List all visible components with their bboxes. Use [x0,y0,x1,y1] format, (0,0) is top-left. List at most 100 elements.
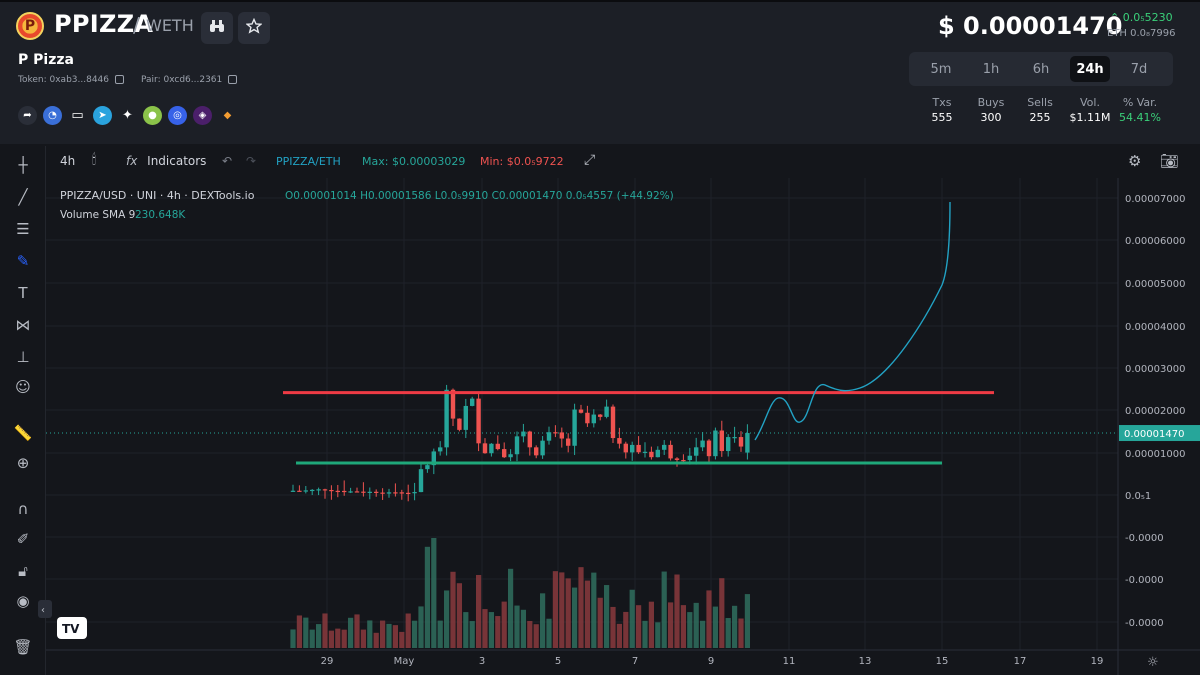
ruler-icon[interactable]: 📏 [13,424,33,442]
telegram-icon[interactable]: ➤ [93,106,112,125]
fx-icon: fx [126,154,138,168]
candle-body [348,491,353,493]
lock-icon[interactable]: 🔓︎ [18,562,28,580]
candle-body [502,449,507,458]
candle-type-icon[interactable]: 🕯︎ [92,152,96,168]
eye-icon[interactable]: ◉ [16,592,30,610]
volume-bar [668,602,674,648]
candle-body [617,438,622,444]
collapse-toolbar-button[interactable]: ‹ [38,600,52,618]
volume-bar [367,620,373,648]
interval-selector[interactable]: 4h [60,154,76,168]
candle-body [559,432,564,439]
volume-bar [610,606,616,648]
volume-bars [290,538,750,648]
binoculars-button[interactable] [201,12,233,44]
candle-body [386,492,392,494]
price-tick-label: 0.00003000 [1125,364,1185,375]
trendline-icon[interactable]: ╱ [18,188,28,206]
price-tick-label: -0.0000 [1125,618,1164,629]
redo-icon[interactable]: ↷ [246,154,257,168]
social-links: ➦ ◔ ▭ ➤ ✦ ● ◎ ◈ ◆ [18,106,237,125]
undo-icon[interactable]: ↶ [222,154,233,168]
twitter-icon[interactable]: ✦ [122,108,133,123]
caret-up-icon: ⌃ [1110,11,1120,24]
text-icon[interactable]: T [18,284,28,302]
last-price-tag [1119,425,1200,442]
token-address-text: Token: 0xab3...8446 [18,75,109,85]
candle-body [521,431,526,437]
cmc-icon[interactable]: ◎ [168,106,187,125]
price-tick-label: 0.00004000 [1125,322,1185,333]
fullscreen-icon[interactable]: ⤢ [584,152,596,168]
volume-bar [584,580,590,648]
measure-icon[interactable]: ⊥ [16,348,30,366]
volume-bar [488,612,494,648]
volume-bar [744,594,750,648]
stat-var: 54.41% [1119,111,1161,124]
stat-txs-label: Txs [932,96,952,109]
volume-bar [578,567,584,648]
price-tick-label: 0.00005000 [1125,279,1185,290]
magnet-icon[interactable]: ∩ [17,500,29,518]
volume-bar [700,620,706,648]
volume-bar [706,590,712,648]
volume-bar [322,613,328,648]
time-tick-label: 5 [555,656,561,667]
timeframe-selector: 5m 1h 6h 24h 7d [909,52,1173,86]
token-address: Token: 0xab3...8446 [18,75,124,85]
volume-bar [642,620,648,648]
stat-sells-label: Sells [1027,96,1053,109]
timeframe-5m[interactable]: 5m [930,61,952,77]
candle-body [674,458,680,460]
camera-icon[interactable]: 📷︎ [1160,152,1180,170]
volume-bar [380,620,386,648]
settings-gear-icon[interactable]: ⚙ [1128,152,1142,170]
pair-toggle[interactable]: PPIZZA/ETH [276,155,341,168]
candle-body [297,490,302,492]
lock-drawings-icon[interactable]: ✐ [16,530,30,548]
favorite-button[interactable] [238,12,270,44]
time-axis: 29 May 3 5 7 9 11 13 15 17 19 ☼ [321,655,1159,670]
pattern-icon[interactable]: ⋈ [15,316,31,334]
time-tick-label: May [394,656,415,667]
indicators-button[interactable]: fx Indicators [126,154,206,168]
min-price: Min: $0.0₅9722 [480,155,564,168]
monitor-icon[interactable]: ▭ [71,108,84,123]
candle-body [425,465,430,470]
token-name: P Pizza [18,52,74,68]
candle-body [578,409,584,413]
copy-icon[interactable] [228,75,238,84]
fox-icon[interactable]: ◆ [223,110,232,121]
volume-bar [450,571,456,648]
candle-body [438,447,443,452]
emoji-icon[interactable]: ☺ [15,378,31,396]
coingecko-icon[interactable]: ● [143,106,162,125]
volume-bar [405,613,411,648]
candle-body [642,451,648,453]
volume-bar [540,593,546,648]
metamask-swap-icon[interactable]: ◈ [193,106,212,125]
chart-icon[interactable]: ◔ [43,106,62,125]
price-chart[interactable]: 0.00007000 0.00006000 0.00005000 0.00004000… [0,146,1200,675]
timeframe-1h[interactable]: 1h [982,61,1000,77]
volume-bar [655,622,661,648]
timeframe-24h[interactable]: 24h [1070,56,1110,82]
trash-icon[interactable]: 🗑︎ [13,638,33,656]
volume-bar [360,629,366,648]
crosshair-icon[interactable]: ┼ [18,156,28,174]
zoom-in-icon[interactable]: ⊕ [16,454,30,472]
copy-icon[interactable] [115,75,124,84]
horizontal-lines-icon[interactable]: ☰ [16,220,30,238]
timeframe-7d[interactable]: 7d [1130,61,1148,77]
price-axis: 0.00007000 0.00006000 0.00005000 0.00004000… [46,178,1200,675]
current-price: $ 0.00001470 [938,12,1123,40]
brush-icon[interactable]: ✎ [16,252,30,270]
timeframe-6h[interactable]: 6h [1032,61,1050,77]
volume-bar [552,571,558,648]
volume-bar [546,618,552,648]
last-price-label: 0.00001470 [1124,429,1184,440]
price-tick-label: 0.00007000 [1125,194,1185,205]
share-icon[interactable]: ➦ [18,106,37,125]
max-price: Max: $0.00003029 [362,155,466,168]
